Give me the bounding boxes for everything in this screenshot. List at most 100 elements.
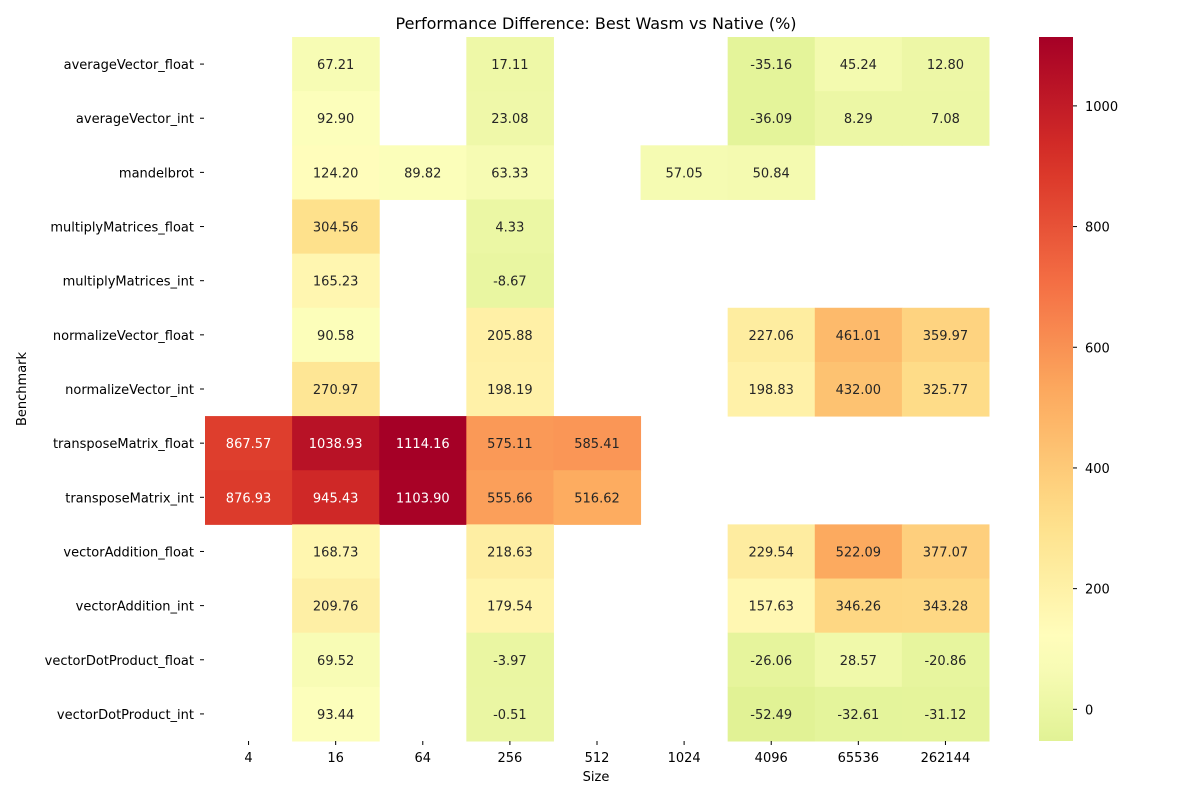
cell-value-label: -52.49 <box>750 708 792 723</box>
cell-value-label: 377.07 <box>923 545 969 560</box>
cell-value-label: 229.54 <box>748 545 794 560</box>
heatmap-cell <box>292 199 380 255</box>
heatmap-cell <box>205 470 293 525</box>
cell-value-label: 270.97 <box>313 383 359 398</box>
x-tick-label: 64 <box>415 751 432 766</box>
y-tick-label: multiplyMatrices_int <box>63 275 194 290</box>
cell-value-label: 945.43 <box>313 491 359 506</box>
x-tick-label: 1024 <box>668 751 701 766</box>
y-tick-label: transposeMatrix_int <box>65 491 194 506</box>
cell-value-label: -32.61 <box>837 708 879 723</box>
cell-value-label: 17.11 <box>491 58 528 73</box>
cell-value-label: 67.21 <box>317 58 354 73</box>
x-tick-label: 4096 <box>755 751 788 766</box>
cell-value-label: -3.97 <box>493 654 527 669</box>
colorbar-tick-label: 1000 <box>1085 100 1118 115</box>
heatmap-cell <box>379 470 467 525</box>
heatmap-cell <box>292 416 380 471</box>
cell-value-label: 165.23 <box>313 275 359 290</box>
heatmap-cell <box>814 686 903 742</box>
colorbar-tick-label: 600 <box>1085 341 1110 356</box>
heatmap-cell <box>292 686 380 742</box>
heatmap-cell <box>466 307 554 363</box>
heatmap-cell <box>466 37 554 92</box>
heatmap-cell <box>292 470 380 525</box>
cell-value-label: 522.09 <box>836 545 882 560</box>
colorbar-tick-label: 400 <box>1085 462 1110 477</box>
cell-value-label: -0.51 <box>493 708 527 723</box>
cell-value-label: 92.90 <box>317 112 354 127</box>
heatmap-cell <box>727 524 816 580</box>
heatmap-cell <box>466 686 554 742</box>
x-tick-label: 4 <box>244 751 252 766</box>
cell-value-label: 555.66 <box>487 491 533 506</box>
heatmap-cell <box>727 686 816 742</box>
heatmap-cell <box>466 416 554 471</box>
heatmap-cell <box>205 416 293 471</box>
cell-value-label: 325.77 <box>923 383 969 398</box>
cell-value-label: 198.83 <box>748 383 794 398</box>
y-tick-label: mandelbrot <box>119 166 194 181</box>
cell-value-label: 89.82 <box>404 166 441 181</box>
heatmap-cell <box>466 91 554 146</box>
x-tick-label: 262144 <box>921 751 971 766</box>
heatmap-cell <box>901 524 990 580</box>
y-tick-label: vectorDotProduct_int <box>57 708 194 723</box>
y-tick-label: normalizeVector_float <box>53 329 194 344</box>
x-tick-label: 16 <box>327 751 344 766</box>
cell-value-label: 876.93 <box>226 491 272 506</box>
heatmap-cell <box>553 416 642 471</box>
heatmap-cell <box>727 578 816 634</box>
cell-value-label: -8.67 <box>493 275 527 290</box>
y-tick-label: averageVector_int <box>76 112 194 127</box>
x-tick-label: 256 <box>497 751 522 766</box>
heatmap-cell <box>901 37 990 92</box>
x-tick-labels: 4 16 64 256 512 1024 4096 65536 262144 <box>244 741 970 766</box>
heatmap-cell <box>292 37 380 92</box>
cell-value-label: 516.62 <box>574 491 620 506</box>
heatmap-cell <box>292 145 380 200</box>
y-tick-label: vectorAddition_int <box>76 600 194 615</box>
y-tick-label: vectorDotProduct_float <box>45 654 194 669</box>
cell-value-label: -35.16 <box>750 58 792 73</box>
cell-value-label: 585.41 <box>574 437 620 452</box>
heatmap-cell <box>466 632 554 688</box>
heatmap-cell <box>379 145 467 200</box>
cell-value-label: 218.63 <box>487 545 533 560</box>
colorbar-tick-label: 0 <box>1085 703 1093 718</box>
heatmap-cell <box>466 578 554 634</box>
cell-value-label: 124.20 <box>313 166 359 181</box>
heatmap-cell <box>901 686 990 742</box>
y-tick-label: vectorAddition_float <box>63 545 194 560</box>
colorbar-tick-label: 200 <box>1085 583 1110 598</box>
heatmap-cell <box>814 361 903 417</box>
cell-value-label: 304.56 <box>313 221 359 236</box>
heatmap-cell <box>553 470 642 525</box>
cell-value-label: -20.86 <box>924 654 966 669</box>
cell-value-label: 1038.93 <box>309 437 363 452</box>
heatmap-cell <box>727 145 816 200</box>
heatmap-cell <box>379 416 467 471</box>
x-tick-label: 512 <box>585 751 610 766</box>
heatmap-cell <box>727 91 816 146</box>
heatmap-cell <box>292 524 380 580</box>
cell-value-label: 461.01 <box>836 329 882 344</box>
cell-value-label: 1114.16 <box>396 437 450 452</box>
cell-value-label: 4.33 <box>495 221 524 236</box>
heatmap-cell <box>814 578 903 634</box>
cell-value-label: 28.57 <box>840 654 877 669</box>
heatmap-cell <box>901 632 990 688</box>
cell-value-label: 205.88 <box>487 329 533 344</box>
heatmap-cell <box>901 578 990 634</box>
heatmap-cell <box>901 91 990 146</box>
cell-value-label: 57.05 <box>666 166 703 181</box>
cell-value-label: 23.08 <box>491 112 528 127</box>
cell-value-label: 7.08 <box>931 112 960 127</box>
cell-value-label: 179.54 <box>487 600 533 615</box>
heatmap-cell <box>466 145 554 200</box>
cell-value-label: 359.97 <box>923 329 969 344</box>
cell-value-label: 432.00 <box>836 383 882 398</box>
cell-value-label: 227.06 <box>748 329 794 344</box>
heatmap-cell <box>292 578 380 634</box>
